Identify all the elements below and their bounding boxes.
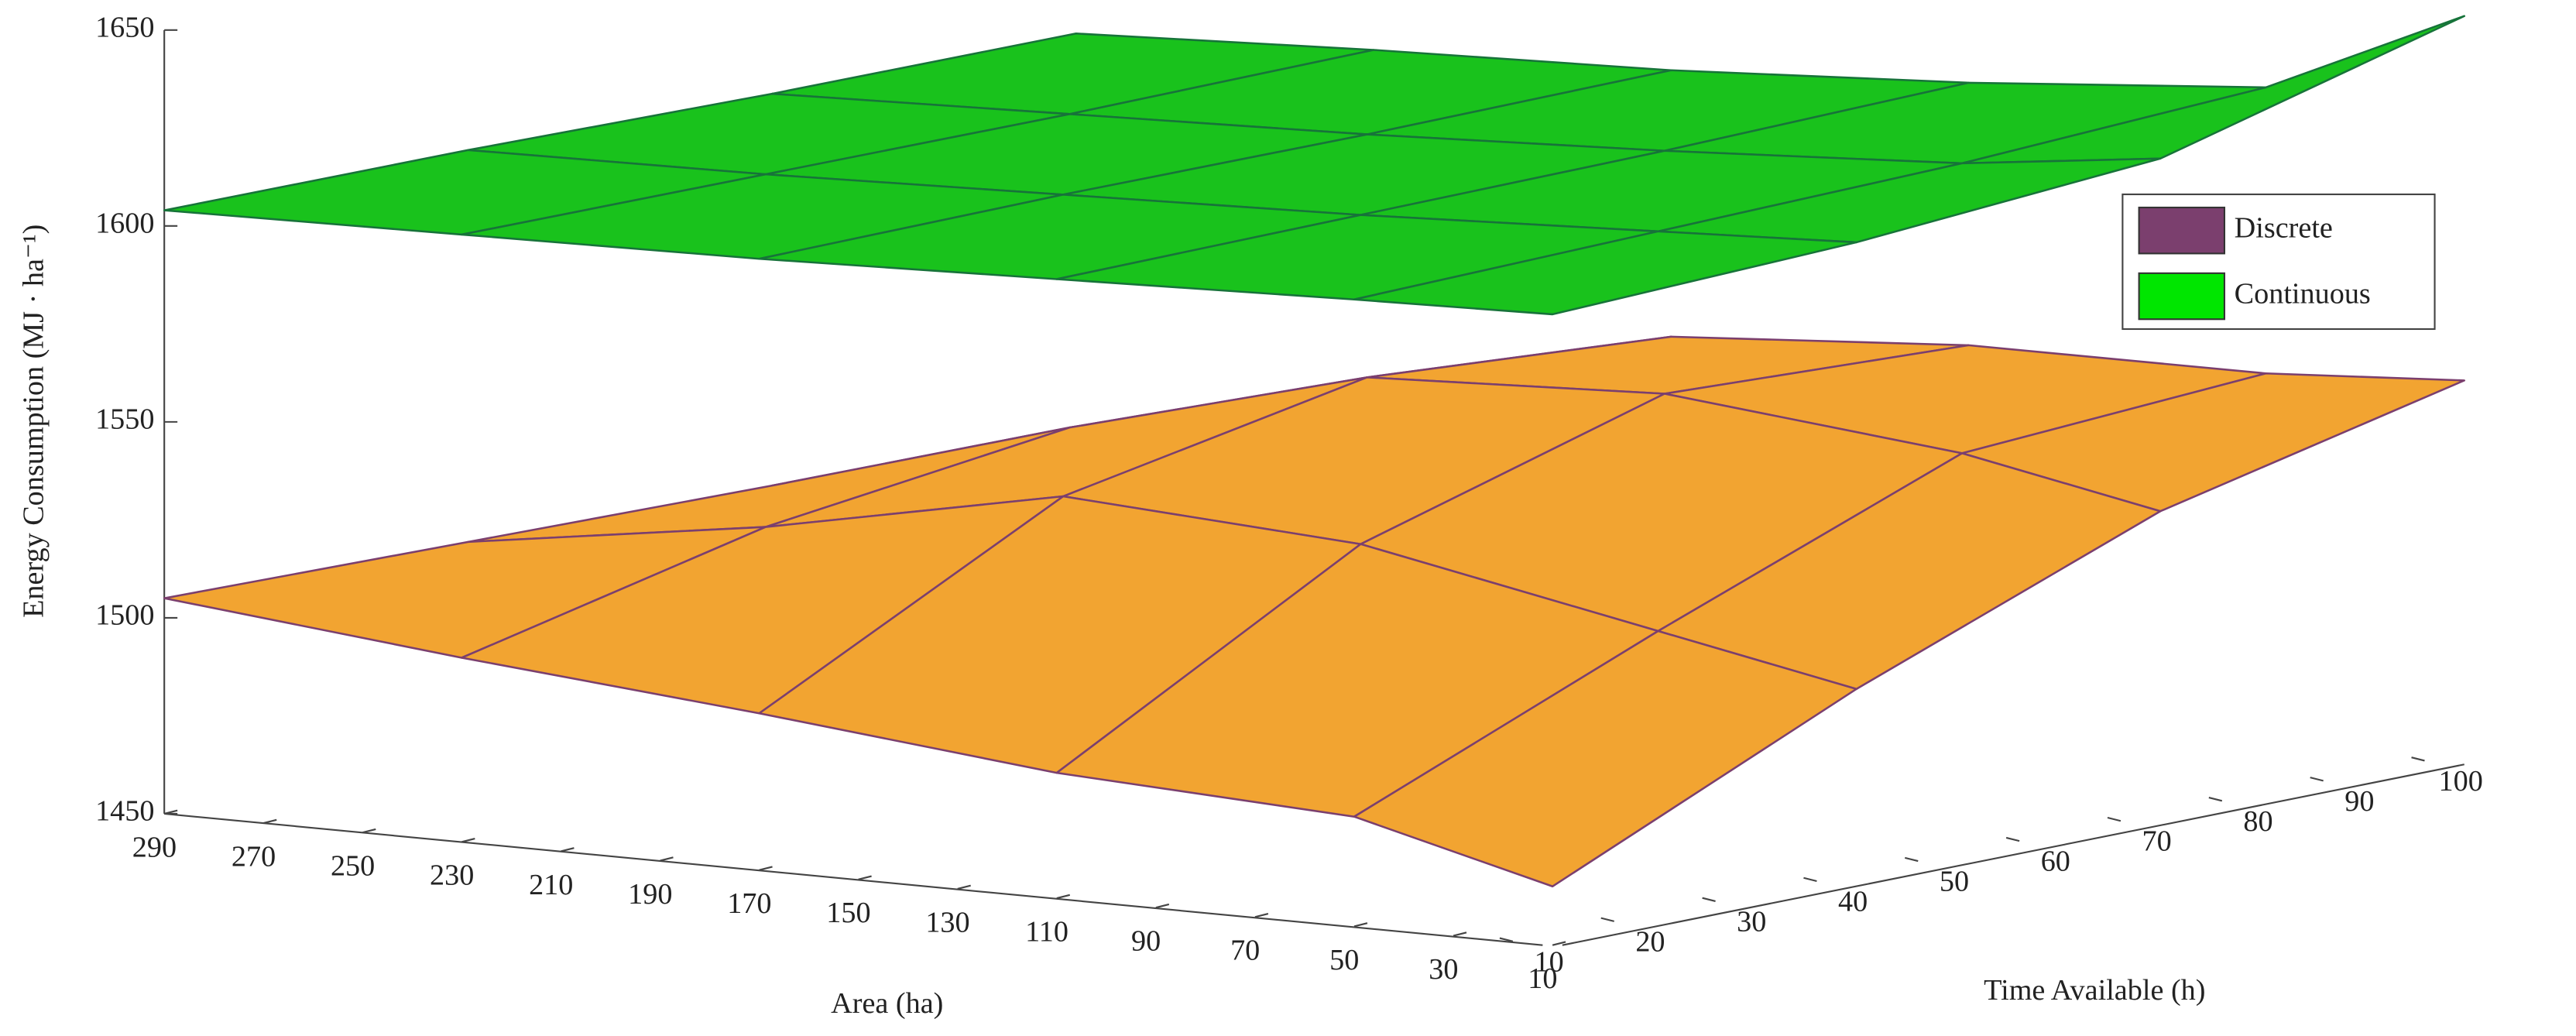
legend-swatch <box>2138 206 2225 255</box>
x-tick <box>262 818 277 825</box>
z-axis-title: Energy Consumption (MJ · ha⁻¹) <box>17 225 50 618</box>
y-axis-title: Time Available (h) <box>1984 974 2205 1007</box>
y-tick <box>2208 797 2223 802</box>
x-tick-label: 130 <box>925 906 969 938</box>
x-tick <box>858 875 872 880</box>
y-tick-label: 40 <box>1838 885 1868 918</box>
x-tick-label: 30 <box>1429 953 1458 986</box>
x-tick <box>1453 931 1467 937</box>
x-tick-label: 10 <box>1528 962 1557 995</box>
y-tick-label: 30 <box>1737 905 1766 938</box>
x-tick-label: 90 <box>1131 925 1161 958</box>
surface <box>163 335 2465 888</box>
y-tick <box>2310 777 2324 782</box>
x-tick <box>362 828 376 834</box>
x-tick-label: 270 <box>232 840 276 873</box>
y-tick <box>1702 897 1716 902</box>
surface-cell <box>1353 230 1857 316</box>
x-tick-label: 170 <box>727 887 771 920</box>
x-tick-label: 190 <box>628 878 672 911</box>
z-tick-label: 1600 <box>95 208 154 240</box>
surface <box>163 15 2465 316</box>
y-tick <box>2005 836 2020 842</box>
x-tick-label: 230 <box>430 859 474 892</box>
x-axis <box>164 812 1543 946</box>
x-tick-label: 150 <box>826 897 870 929</box>
y-tick-label: 20 <box>1635 925 1665 958</box>
x-tick <box>1155 903 1170 909</box>
x-tick <box>561 847 575 852</box>
y-tick <box>1600 917 1614 922</box>
y-tick <box>2411 756 2425 762</box>
x-axis-title: Area (ha) <box>831 987 943 1020</box>
x-tick <box>759 866 773 871</box>
surface-cell <box>1353 629 1857 888</box>
x-tick <box>1056 894 1071 900</box>
x-tick <box>1353 922 1368 928</box>
x-tick-label: 250 <box>331 850 375 883</box>
x-tick <box>957 884 971 890</box>
y-tick-label: 100 <box>2439 765 2483 798</box>
y-tick-label: 50 <box>1940 866 1969 898</box>
legend-swatch <box>2138 272 2225 321</box>
y-tick-label: 60 <box>2041 846 2070 878</box>
y-tick <box>1803 876 1817 883</box>
y-tick-label: 10 <box>1534 945 1563 978</box>
z-tick-label: 1500 <box>95 599 154 632</box>
x-tick <box>1552 941 1566 946</box>
x-tick <box>461 838 475 843</box>
x-tick-label: 110 <box>1025 915 1068 948</box>
y-tick <box>2107 816 2122 822</box>
x-tick <box>660 856 674 862</box>
y-tick <box>1905 856 1919 863</box>
y-tick-label: 90 <box>2344 785 2374 818</box>
y-tick-label: 70 <box>2142 825 2172 858</box>
y-axis <box>1562 763 2465 946</box>
x-tick-label: 210 <box>529 869 573 901</box>
x-tick-label: 70 <box>1230 935 1260 967</box>
z-tick-label: 1550 <box>95 403 154 436</box>
z-tick-label: 1650 <box>95 12 154 44</box>
legend-label: Continuous <box>2235 277 2371 310</box>
x-tick <box>163 809 178 815</box>
z-tick-label: 1450 <box>95 795 154 828</box>
y-tick-label: 80 <box>2243 805 2272 838</box>
x-tick-label: 290 <box>132 831 177 863</box>
legend-label: Discrete <box>2235 211 2333 244</box>
x-tick <box>1254 913 1269 918</box>
y-tick <box>1499 937 1514 942</box>
x-tick-label: 50 <box>1329 944 1359 976</box>
